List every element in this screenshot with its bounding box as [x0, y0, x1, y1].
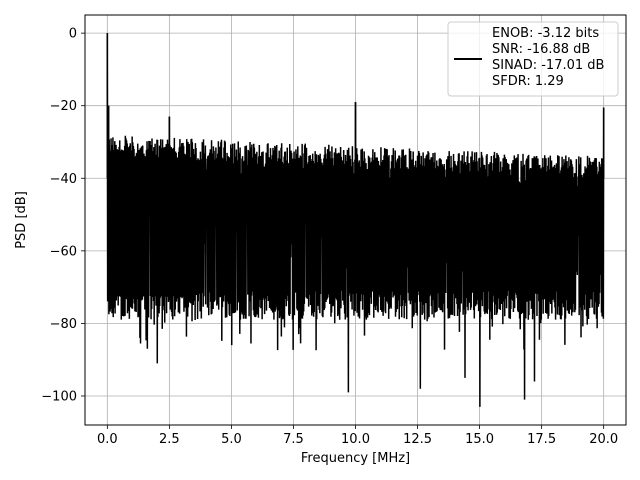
legend-line-sfdr: SFDR: 1.29	[492, 74, 564, 89]
x-tick-label: 0.0	[97, 432, 118, 447]
y-tick-label: −20	[50, 99, 77, 114]
x-axis-label: Frequency [MHz]	[301, 451, 410, 466]
axis-ticks: 0.0 2.5 5.0 7.5 10.0 12.5 15.0 17.5 20.0 0 −20 −40 −…	[41, 27, 618, 447]
y-axis-label: PSD [dB]	[14, 191, 29, 249]
legend-box	[447, 21, 619, 97]
x-tick-label: 7.5	[283, 432, 304, 447]
legend-line-enob: ENOB: -3.12 bits	[492, 26, 599, 41]
y-tick-label: 0	[69, 27, 77, 42]
x-tick-label: 10.0	[341, 432, 370, 447]
x-tick-label: 2.5	[159, 432, 180, 447]
x-tick-label: 20.0	[589, 432, 618, 447]
x-tick-label: 12.5	[403, 432, 432, 447]
x-tick-label: 15.0	[465, 432, 494, 447]
x-tick-label: 17.5	[527, 432, 556, 447]
legend-line-sinad: SINAD: -17.01 dB	[492, 58, 604, 73]
y-tick-label: −40	[50, 172, 77, 187]
legend: ENOB: -3.12 bits SNR: -16.88 dB SINAD: -…	[447, 21, 619, 97]
y-tick-label: −80	[50, 317, 77, 332]
plot-area	[106, 33, 605, 407]
x-tick-label: 5.0	[221, 432, 242, 447]
legend-line-snr: SNR: -16.88 dB	[492, 42, 590, 57]
y-tick-label: −60	[50, 244, 77, 259]
y-tick-label: −100	[41, 389, 77, 404]
